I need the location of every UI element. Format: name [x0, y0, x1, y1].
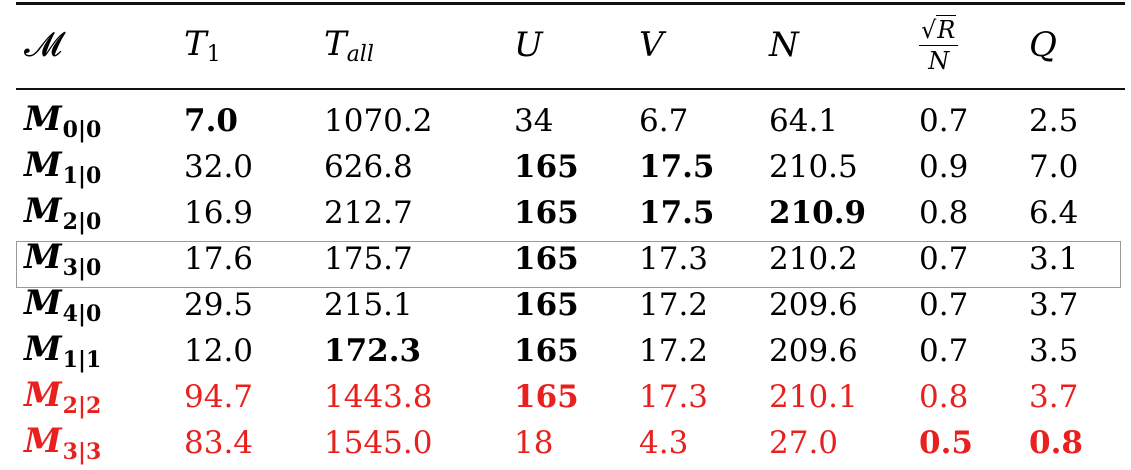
- cell-n: 210.9: [769, 195, 867, 231]
- cell-n: 209.6: [769, 333, 858, 369]
- cell-v: 17.5: [639, 149, 715, 185]
- model-cell: M4|0: [24, 283, 102, 327]
- header-tall: Tall: [324, 23, 374, 67]
- cell-sqrtrn: 0.7: [919, 287, 969, 323]
- header-u: U: [514, 25, 543, 65]
- top-rule: [16, 2, 1125, 5]
- table-row: M3|3 83.4 1545.0 18 4.3 27.0 0.5 0.8: [16, 420, 1125, 466]
- header-t1: T1: [184, 23, 221, 67]
- cell-u: 165: [514, 149, 579, 185]
- cell-t1: 12.0: [184, 333, 254, 369]
- cell-tall: 1070.2: [324, 103, 433, 139]
- highlight-row-box: [16, 241, 1121, 288]
- cell-n: 209.6: [769, 287, 858, 323]
- cell-tall: 172.3: [324, 333, 422, 369]
- cell-t1: 7.0: [184, 103, 238, 139]
- header-v: V: [639, 25, 664, 65]
- cell-t1: 17.6: [184, 241, 254, 277]
- cell-n: 64.1: [769, 103, 839, 139]
- model-cell: M0|0: [24, 99, 102, 143]
- header-rule: [16, 88, 1125, 90]
- cell-tall: 215.1: [324, 287, 413, 323]
- cell-q: 3.7: [1029, 379, 1079, 415]
- model-cell: M1|1: [24, 329, 102, 373]
- cell-u: 34: [514, 103, 554, 139]
- cell-u: 165: [514, 195, 579, 231]
- cell-tall: 1443.8: [324, 379, 433, 415]
- cell-v: 17.2: [639, 333, 709, 369]
- cell-t1: 16.9: [184, 195, 254, 231]
- header-n: N: [769, 25, 799, 65]
- cell-v: 17.2: [639, 287, 709, 323]
- cell-tall: 175.7: [324, 241, 413, 277]
- cell-sqrtrn: 0.5: [919, 425, 973, 461]
- cell-q: 3.1: [1029, 241, 1079, 277]
- header-q: Q: [1029, 25, 1057, 65]
- cell-u: 165: [514, 287, 579, 323]
- fraction: √R N: [919, 14, 959, 74]
- cell-tall: 1545.0: [324, 425, 433, 461]
- table-row: M3|0 17.6 175.7 165 17.3 210.2 0.7 3.1: [16, 236, 1125, 282]
- cell-q: 2.5: [1029, 103, 1079, 139]
- table-row: M0|0 7.0 1070.2 34 6.7 64.1 0.7 2.5: [16, 90, 1125, 144]
- model-cell: M2|0: [24, 191, 102, 235]
- model-cell: M3|3: [24, 421, 102, 465]
- cell-v: 17.3: [639, 241, 709, 277]
- model-cell: M3|0: [24, 237, 102, 281]
- cell-sqrtrn: 0.8: [919, 195, 969, 231]
- header-model: 𝓜: [24, 25, 63, 65]
- table-row: M1|1 12.0 172.3 165 17.2 209.6 0.7 3.5: [16, 328, 1125, 374]
- cell-q: 0.8: [1029, 425, 1083, 461]
- cell-v: 17.5: [639, 195, 715, 231]
- results-table: 𝓜 T1 Tall U V N √R N Q M0|0 7.0 1070.2 34 6.…: [16, 0, 1125, 466]
- cell-sqrtrn: 0.7: [919, 241, 969, 277]
- header-sqrt-r-over-n: √R N: [911, 0, 1021, 90]
- cell-tall: 626.8: [324, 149, 413, 185]
- cell-v: 6.7: [639, 103, 689, 139]
- cell-t1: 29.5: [184, 287, 254, 323]
- cell-n: 27.0: [769, 425, 839, 461]
- cell-n: 210.2: [769, 241, 858, 277]
- cell-u: 18: [514, 425, 554, 461]
- table-row: M4|0 29.5 215.1 165 17.2 209.6 0.7 3.7: [16, 282, 1125, 328]
- cell-sqrtrn: 0.7: [919, 103, 969, 139]
- cell-t1: 94.7: [184, 379, 254, 415]
- cell-q: 3.5: [1029, 333, 1079, 369]
- cell-n: 210.5: [769, 149, 858, 185]
- cell-sqrtrn: 0.8: [919, 379, 969, 415]
- cell-u: 165: [514, 333, 579, 369]
- cell-q: 6.4: [1029, 195, 1079, 231]
- cell-v: 4.3: [639, 425, 689, 461]
- cell-sqrtrn: 0.9: [919, 149, 969, 185]
- cell-u: 165: [514, 241, 579, 277]
- cell-tall: 212.7: [324, 195, 413, 231]
- table-row: M2|0 16.9 212.7 165 17.5 210.9 0.8 6.4: [16, 190, 1125, 236]
- cell-sqrtrn: 0.7: [919, 333, 969, 369]
- table-row: M1|0 32.0 626.8 165 17.5 210.5 0.9 7.0: [16, 144, 1125, 190]
- cell-n: 210.1: [769, 379, 858, 415]
- cell-t1: 83.4: [184, 425, 254, 461]
- model-cell: M2|2: [24, 375, 102, 419]
- cell-u: 165: [514, 379, 579, 415]
- cell-q: 3.7: [1029, 287, 1079, 323]
- cell-q: 7.0: [1029, 149, 1079, 185]
- table-row: M2|2 94.7 1443.8 165 17.3 210.1 0.8 3.7: [16, 374, 1125, 420]
- model-cell: M1|0: [24, 145, 102, 189]
- results-table-container: 𝓜 T1 Tall U V N √R N Q M0|0 7.0 1070.2 34 6.…: [16, 0, 1125, 470]
- cell-t1: 32.0: [184, 149, 254, 185]
- cell-v: 17.3: [639, 379, 709, 415]
- header-row: 𝓜 T1 Tall U V N √R N Q: [16, 0, 1125, 90]
